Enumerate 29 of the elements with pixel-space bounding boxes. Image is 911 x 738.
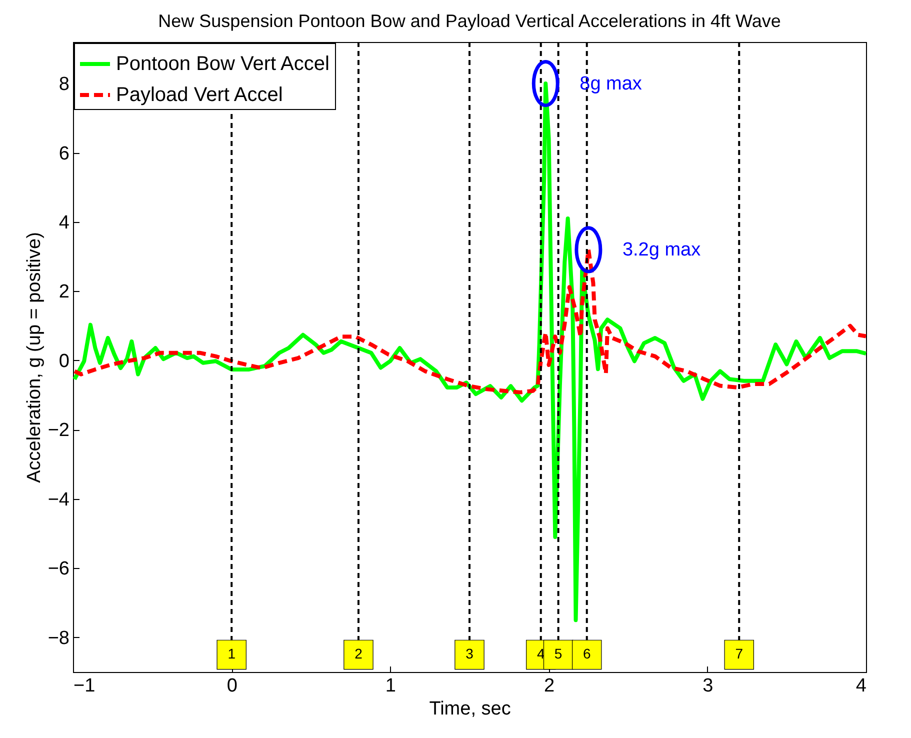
y-tick-label: 6 [58, 143, 70, 164]
y-tick-label: −4 [48, 489, 70, 510]
annotation: 6 [582, 646, 591, 662]
x-tick-label: 0 [226, 676, 238, 696]
legend-label: Pontoon Bow Vert Accel [116, 53, 330, 75]
x-tick-label: 2 [544, 676, 555, 696]
chart-title: New Suspension Pontoon Bow and Payload Vertical Accelerations in 4ft Wave [158, 11, 781, 31]
x-tick-label: 3 [702, 676, 714, 696]
annotation: 4 [536, 646, 545, 662]
x-tick-label: 4 [856, 676, 867, 696]
y-tick-label: 4 [58, 212, 70, 234]
annotation: 3.2g max [622, 240, 702, 261]
y-axis-title: Acceleration, g (up = positive) [24, 232, 45, 483]
y-tick-label: −2 [48, 420, 70, 442]
legend-label: Payload Vert Accel [116, 84, 283, 106]
x-tick-label: 1 [385, 676, 396, 696]
annotation: 3 [466, 646, 474, 662]
annotation: 1 [228, 646, 236, 662]
x-tick-label: −1 [74, 676, 96, 696]
y-tick-label: 0 [58, 350, 70, 372]
annotation: 8g max [580, 74, 642, 95]
annotation: 5 [554, 646, 562, 662]
y-tick-label: −8 [48, 628, 70, 649]
x-axis-title: Time, sec [429, 698, 511, 720]
y-tick-label: 2 [58, 282, 70, 303]
annotation: 7 [735, 646, 744, 662]
y-tick-label: −6 [48, 558, 70, 580]
annotation: 2 [354, 646, 363, 662]
y-tick-label: 8 [58, 74, 70, 96]
